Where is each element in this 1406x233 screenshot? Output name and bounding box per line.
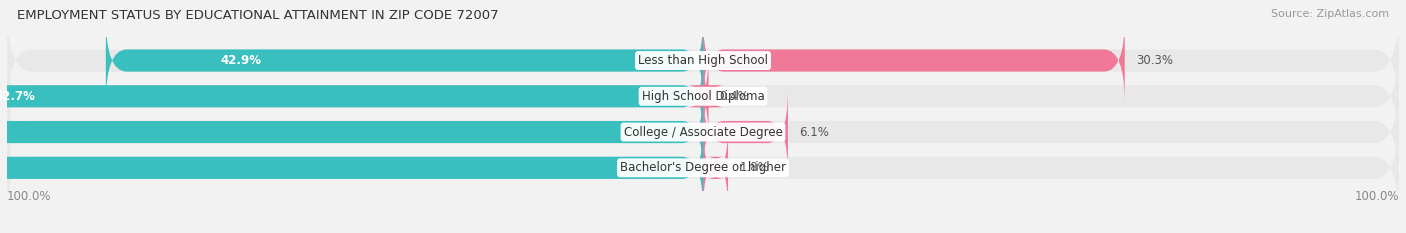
Text: 100.0%: 100.0% <box>1354 190 1399 203</box>
Text: 42.9%: 42.9% <box>221 54 262 67</box>
FancyBboxPatch shape <box>105 18 703 103</box>
FancyBboxPatch shape <box>7 115 1399 221</box>
Text: Source: ZipAtlas.com: Source: ZipAtlas.com <box>1271 9 1389 19</box>
FancyBboxPatch shape <box>688 54 724 139</box>
FancyBboxPatch shape <box>703 125 728 210</box>
FancyBboxPatch shape <box>703 18 1125 103</box>
FancyBboxPatch shape <box>0 89 703 175</box>
Text: 0.4%: 0.4% <box>720 90 749 103</box>
Text: 6.1%: 6.1% <box>799 126 830 139</box>
FancyBboxPatch shape <box>703 89 787 175</box>
FancyBboxPatch shape <box>0 54 703 139</box>
FancyBboxPatch shape <box>0 125 703 210</box>
FancyBboxPatch shape <box>7 79 1399 185</box>
Text: Less than High School: Less than High School <box>638 54 768 67</box>
FancyBboxPatch shape <box>7 43 1399 150</box>
Text: College / Associate Degree: College / Associate Degree <box>624 126 782 139</box>
Text: 1.8%: 1.8% <box>740 161 769 174</box>
Text: High School Diploma: High School Diploma <box>641 90 765 103</box>
Text: EMPLOYMENT STATUS BY EDUCATIONAL ATTAINMENT IN ZIP CODE 72007: EMPLOYMENT STATUS BY EDUCATIONAL ATTAINM… <box>17 9 499 22</box>
Text: 62.7%: 62.7% <box>0 90 35 103</box>
Text: 100.0%: 100.0% <box>7 190 52 203</box>
FancyBboxPatch shape <box>7 7 1399 114</box>
Text: Bachelor's Degree or higher: Bachelor's Degree or higher <box>620 161 786 174</box>
Text: 30.3%: 30.3% <box>1136 54 1173 67</box>
